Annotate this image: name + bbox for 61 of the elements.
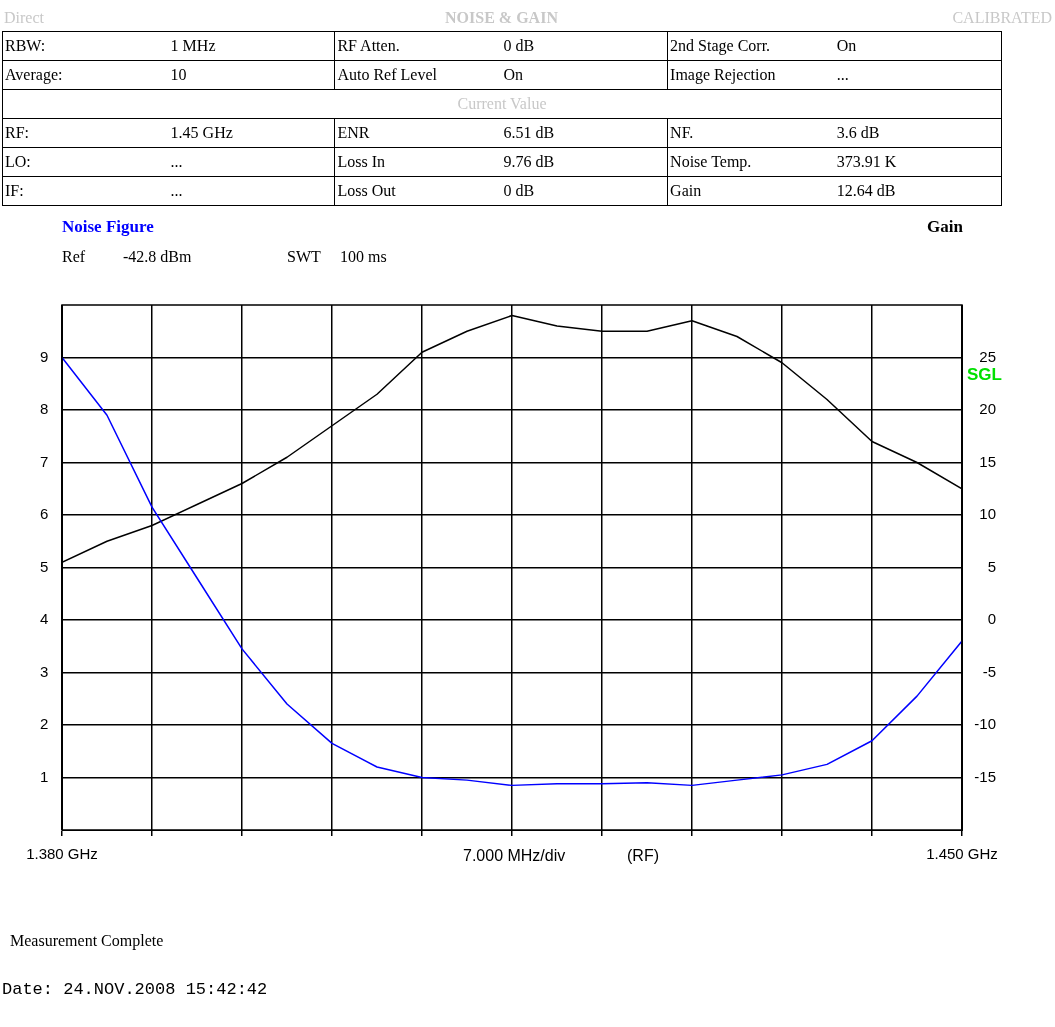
text: 0 dB — [501, 176, 668, 206]
y-tick-label: 9 — [40, 347, 49, 365]
text: 0 dB — [501, 31, 668, 61]
y2-tick-label: -15 — [974, 767, 996, 785]
y-tick-label: 5 — [40, 557, 49, 575]
y2-tick-label: 20 — [979, 400, 996, 418]
y2-tick-label: -5 — [982, 662, 996, 680]
text: 9.76 dB — [501, 147, 668, 177]
y-tick-label: 1 — [40, 767, 49, 785]
x-tick-label: 1.450 GHz — [926, 845, 998, 863]
y2-tick-label: 25 — [979, 347, 996, 365]
y-axis-title: Noise Figure — [62, 217, 154, 236]
text: Ref — [62, 248, 86, 266]
text: Gain — [667, 176, 835, 206]
text: Measurement Complete — [10, 932, 164, 950]
text: ENR — [334, 118, 502, 148]
y-tick-label: 4 — [40, 610, 49, 628]
y2-tick-label: 5 — [987, 557, 996, 575]
text: 1.45 GHz — [168, 118, 335, 148]
text: Average: — [2, 60, 169, 90]
text: 10 — [168, 60, 335, 90]
text: RF Atten. — [334, 31, 502, 61]
text: RF: — [2, 118, 169, 148]
text: 6.51 dB — [501, 118, 668, 148]
text: 2nd Stage Corr. — [667, 31, 835, 61]
x-axis-title: 7.000 MHz/div — [463, 847, 566, 865]
text: -42.8 dBm — [123, 248, 192, 266]
text: Loss Out — [334, 176, 502, 206]
text: On — [834, 31, 1002, 61]
text: 373.91 K — [834, 147, 1002, 177]
text: ... — [168, 176, 335, 206]
text: NF. — [667, 118, 835, 148]
y-tick-label: 8 — [40, 400, 49, 418]
text: Image Rejection — [667, 60, 835, 90]
y2-tick-label: 10 — [979, 505, 996, 523]
text: 3.6 dB — [834, 118, 1002, 148]
text: SWT — [287, 248, 321, 266]
text: (RF) — [627, 847, 659, 865]
y2-axis-title: Gain — [927, 217, 963, 236]
y2-tick-label: -10 — [974, 715, 996, 733]
y-tick-label: 6 — [40, 505, 49, 523]
text: On — [501, 60, 668, 90]
y2-tick-label: 0 — [987, 610, 996, 628]
y-tick-label: 3 — [40, 662, 49, 680]
text: LO: — [2, 147, 169, 177]
text: Auto Ref Level — [334, 60, 502, 90]
y-tick-label: 2 — [40, 715, 49, 733]
x-tick-label: 1.380 GHz — [26, 845, 98, 863]
text: Date: 24.NOV.2008 15:42:42 — [2, 980, 268, 999]
text: Loss In — [334, 147, 502, 177]
text: RBW: — [2, 31, 169, 61]
y-tick-label: 7 — [40, 452, 49, 470]
text: ... — [834, 60, 1002, 90]
text: 100 ms — [340, 248, 387, 266]
text: IF: — [2, 176, 169, 206]
text: Noise Temp. — [667, 147, 835, 177]
y2-tick-label: 15 — [979, 452, 996, 470]
text: SGL — [967, 365, 1002, 384]
text: ... — [168, 147, 335, 177]
text: 1 MHz — [168, 31, 335, 61]
text: 12.64 dB — [834, 176, 1002, 206]
